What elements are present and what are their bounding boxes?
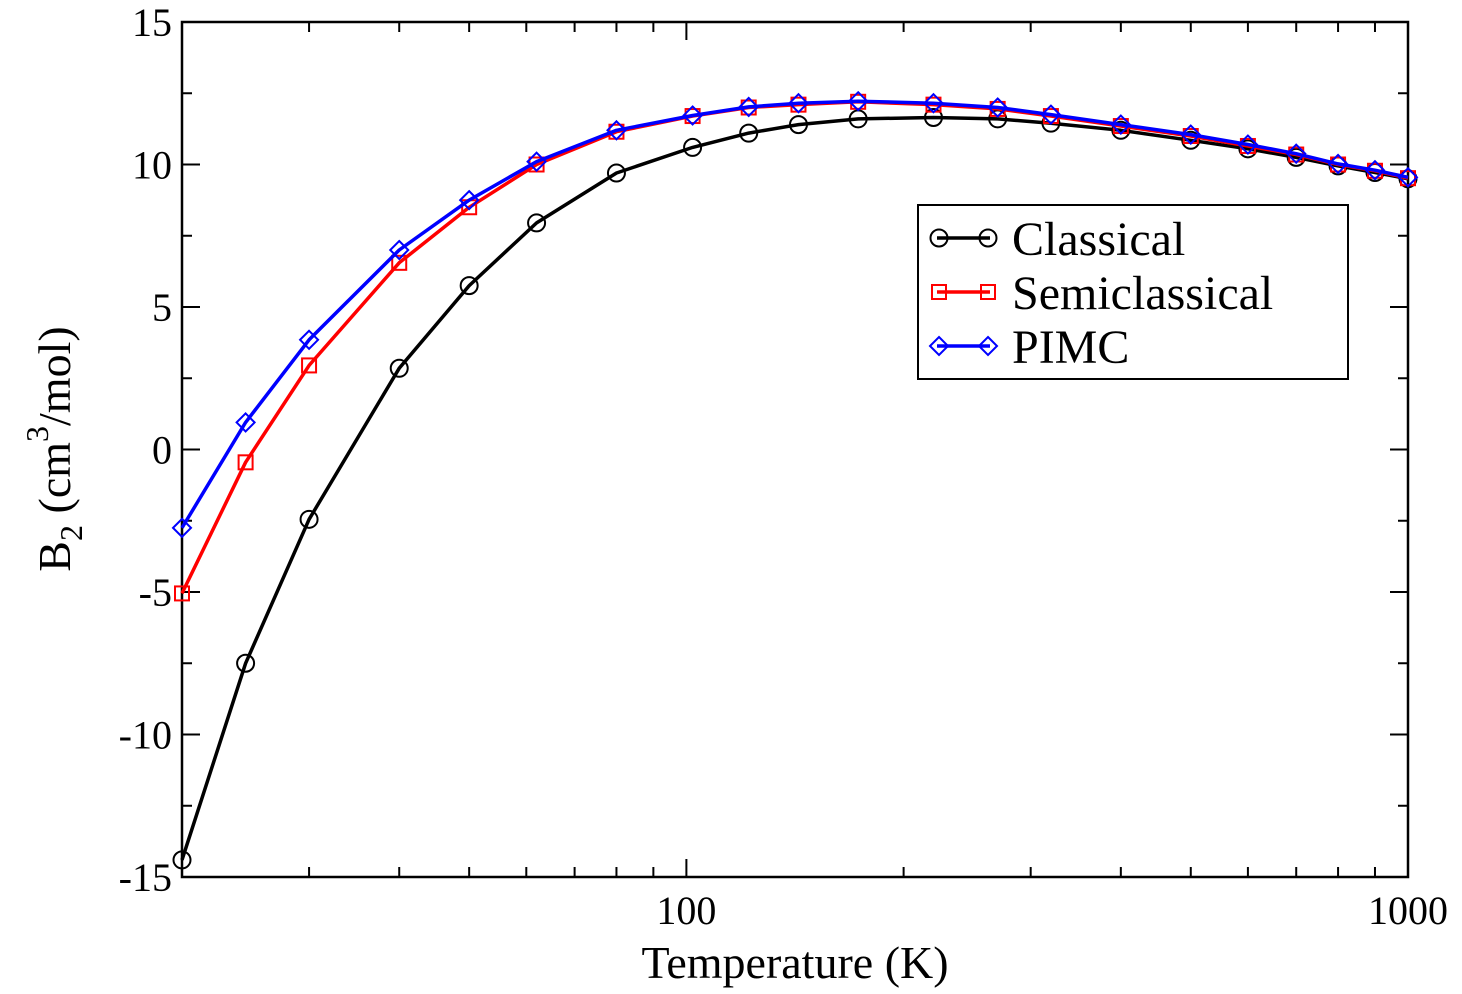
point-pimc xyxy=(1364,159,1386,181)
legend-marker-classical xyxy=(929,228,949,248)
y-axis-label-main: B xyxy=(29,541,80,572)
point-classical xyxy=(527,213,547,233)
point-pimc xyxy=(1180,124,1202,145)
legend-label-semiclassical: Semiclassical xyxy=(1012,267,1273,320)
legend-label-pimc: PIMC xyxy=(1012,321,1129,374)
point-classical xyxy=(236,653,256,673)
point-classical xyxy=(923,107,943,127)
legend-marker-pimc xyxy=(977,335,999,357)
point-pimc xyxy=(526,151,547,173)
point-pimc xyxy=(235,412,257,433)
legend-item-pimc: PIMC xyxy=(928,321,1129,374)
point-semiclassical xyxy=(391,254,408,271)
point-pimc xyxy=(682,105,704,126)
series-classical xyxy=(172,107,1418,870)
point-pimc xyxy=(388,239,410,261)
y-tick-label: -10 xyxy=(119,713,172,758)
point-pimc xyxy=(738,96,760,118)
point-classical xyxy=(1181,130,1201,150)
legend-marker-semiclassical xyxy=(980,284,996,300)
series-line-classical xyxy=(180,115,1409,861)
point-pimc xyxy=(788,92,809,114)
point-pimc xyxy=(1397,166,1419,188)
legend-marker-semiclassical xyxy=(931,284,947,300)
point-pimc xyxy=(606,119,627,141)
y-axis-label-superscript: 3 xyxy=(19,426,55,442)
point-classical xyxy=(299,509,319,529)
plot-frame xyxy=(180,20,1410,879)
y-tick-label: 10 xyxy=(132,143,172,188)
y-axis-label-subscript: 2 xyxy=(53,525,89,541)
y-axis-label: B2 (cm3/mol) xyxy=(19,326,89,571)
legend-marker-pimc xyxy=(928,335,950,357)
y-tick-label: -5 xyxy=(139,570,172,615)
x-tick-label: 1000 xyxy=(1368,888,1448,933)
axis-ticks: 100 1000 -15 -10 -5 0 5 10 15 xyxy=(119,0,1448,933)
legend-item-classical: Classical xyxy=(929,213,1185,266)
point-pimc xyxy=(1327,153,1349,175)
point-classical xyxy=(172,850,192,870)
point-classical xyxy=(459,276,479,296)
point-classical xyxy=(739,123,759,143)
legend-marker-classical xyxy=(978,228,998,248)
x-tick-label: 100 xyxy=(656,888,716,933)
x-axis-label: Temperature (K) xyxy=(641,937,948,988)
point-semiclassical xyxy=(301,357,318,374)
point-classical xyxy=(683,137,703,157)
point-classical xyxy=(606,163,626,183)
point-pimc xyxy=(171,517,193,539)
point-pimc xyxy=(1237,134,1259,155)
point-classical xyxy=(389,358,409,378)
y-tick-label: 0 xyxy=(152,428,172,473)
legend-item-semiclassical: Semiclassical xyxy=(931,267,1273,320)
point-pimc xyxy=(923,92,944,114)
y-tick-label: 15 xyxy=(132,0,172,45)
point-pimc xyxy=(298,329,320,351)
point-pimc xyxy=(458,189,480,211)
point-semiclassical xyxy=(237,454,254,471)
y-axis-label-unit-suffix: /mol) xyxy=(29,326,80,426)
series-line-pimc xyxy=(180,99,1409,529)
series-pimc xyxy=(171,90,1419,539)
point-pimc xyxy=(1040,104,1062,126)
series-layer xyxy=(171,90,1419,870)
legend-label-classical: Classical xyxy=(1012,213,1185,266)
y-tick-label: -15 xyxy=(119,855,172,900)
point-semiclassical xyxy=(174,585,190,602)
point-pimc xyxy=(1110,114,1132,136)
point-pimc xyxy=(987,97,1009,118)
point-classical xyxy=(788,115,808,135)
point-pimc xyxy=(847,90,869,112)
y-tick-label: 5 xyxy=(152,285,172,330)
point-classical xyxy=(1111,120,1131,140)
y-axis-label-unit-prefix: (cm xyxy=(29,442,80,525)
point-pimc xyxy=(1285,143,1307,165)
